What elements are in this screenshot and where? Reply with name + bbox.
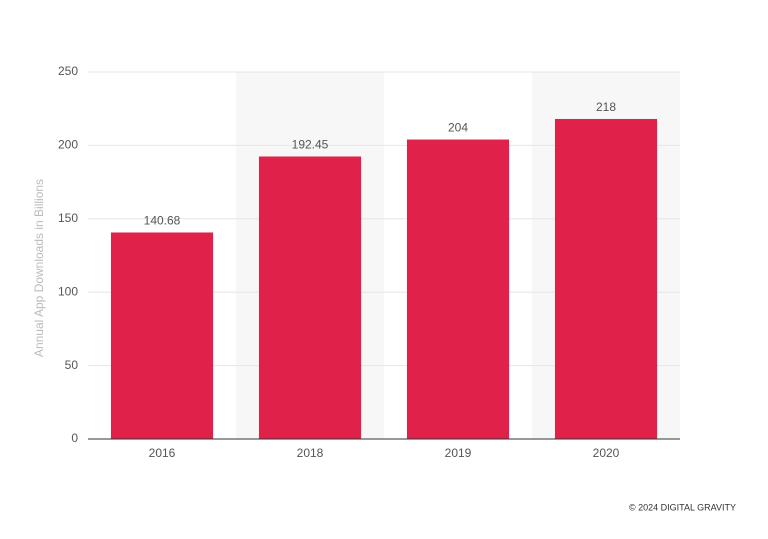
- x-tick-label: 2016: [149, 446, 176, 460]
- value-label: 140.68: [144, 214, 181, 228]
- x-tick-label: 2019: [445, 446, 472, 460]
- bar: [554, 118, 658, 439]
- bar: [110, 232, 214, 439]
- y-tick-label: 200: [58, 138, 78, 152]
- x-tick-label: 2020: [593, 446, 620, 460]
- y-tick-label: 50: [65, 358, 79, 372]
- y-tick-label: 250: [58, 64, 78, 78]
- footer: © 2024 DIGITAL GRAVITY: [629, 502, 736, 512]
- value-label: 192.45: [292, 138, 329, 152]
- x-tick-label: 2018: [297, 446, 324, 460]
- y-tick-label: 100: [58, 284, 78, 298]
- bar: [406, 139, 510, 439]
- bar: [258, 156, 362, 439]
- value-label: 218: [596, 100, 616, 114]
- value-label: 204: [448, 121, 468, 135]
- y-tick-label: 0: [71, 431, 78, 445]
- y-axis-title: Annual App Downloads in Billions: [32, 179, 46, 357]
- y-tick-label: 150: [58, 211, 78, 225]
